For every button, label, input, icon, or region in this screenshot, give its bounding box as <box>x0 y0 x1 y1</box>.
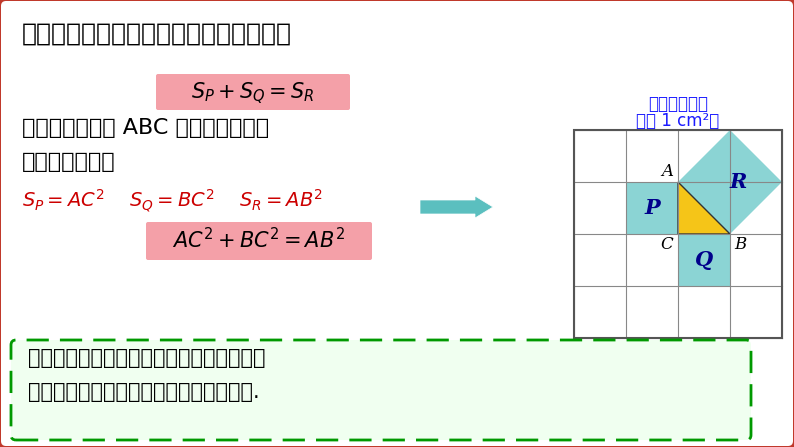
Text: 代表 1 cm²）: 代表 1 cm²） <box>636 112 719 130</box>
Polygon shape <box>678 130 782 234</box>
Text: A: A <box>661 163 673 180</box>
Text: 等腰直角三角形 ABC 三边长度之间存: 等腰直角三角形 ABC 三边长度之间存 <box>22 118 269 138</box>
Text: C: C <box>661 236 673 253</box>
Text: 在什么关系吗？: 在什么关系吗？ <box>22 152 116 172</box>
Text: Q: Q <box>695 250 713 270</box>
Text: B: B <box>734 236 746 253</box>
Bar <box>574 130 782 338</box>
FancyBboxPatch shape <box>156 74 350 110</box>
Text: 以等腰直角三角形两直角边为边长的小正方: 以等腰直角三角形两直角边为边长的小正方 <box>28 348 265 368</box>
Text: P: P <box>644 198 660 218</box>
Bar <box>574 130 782 338</box>
Text: 形的面积和，等于以斜边为正方形的面积.: 形的面积和，等于以斜边为正方形的面积. <box>28 382 260 402</box>
Text: R: R <box>730 172 746 192</box>
FancyBboxPatch shape <box>11 340 751 440</box>
Text: $S_P + S_Q = S_R$: $S_P + S_Q = S_R$ <box>191 80 314 106</box>
Bar <box>626 182 678 234</box>
Text: $S_P = AC^2$    $S_Q = BC^2$    $S_R = AB^2$: $S_P = AC^2$ $S_Q = BC^2$ $S_R = AB^2$ <box>22 188 323 214</box>
Text: $AC^2 + BC^2 = AB^2$: $AC^2 + BC^2 = AB^2$ <box>172 228 345 253</box>
FancyBboxPatch shape <box>146 222 372 260</box>
Polygon shape <box>678 182 730 234</box>
Text: （图中每一格: （图中每一格 <box>648 95 708 113</box>
FancyArrow shape <box>420 196 493 218</box>
Bar <box>678 234 730 286</box>
Text: 上面三个正方形的面积之间有什么关系？: 上面三个正方形的面积之间有什么关系？ <box>22 22 292 46</box>
